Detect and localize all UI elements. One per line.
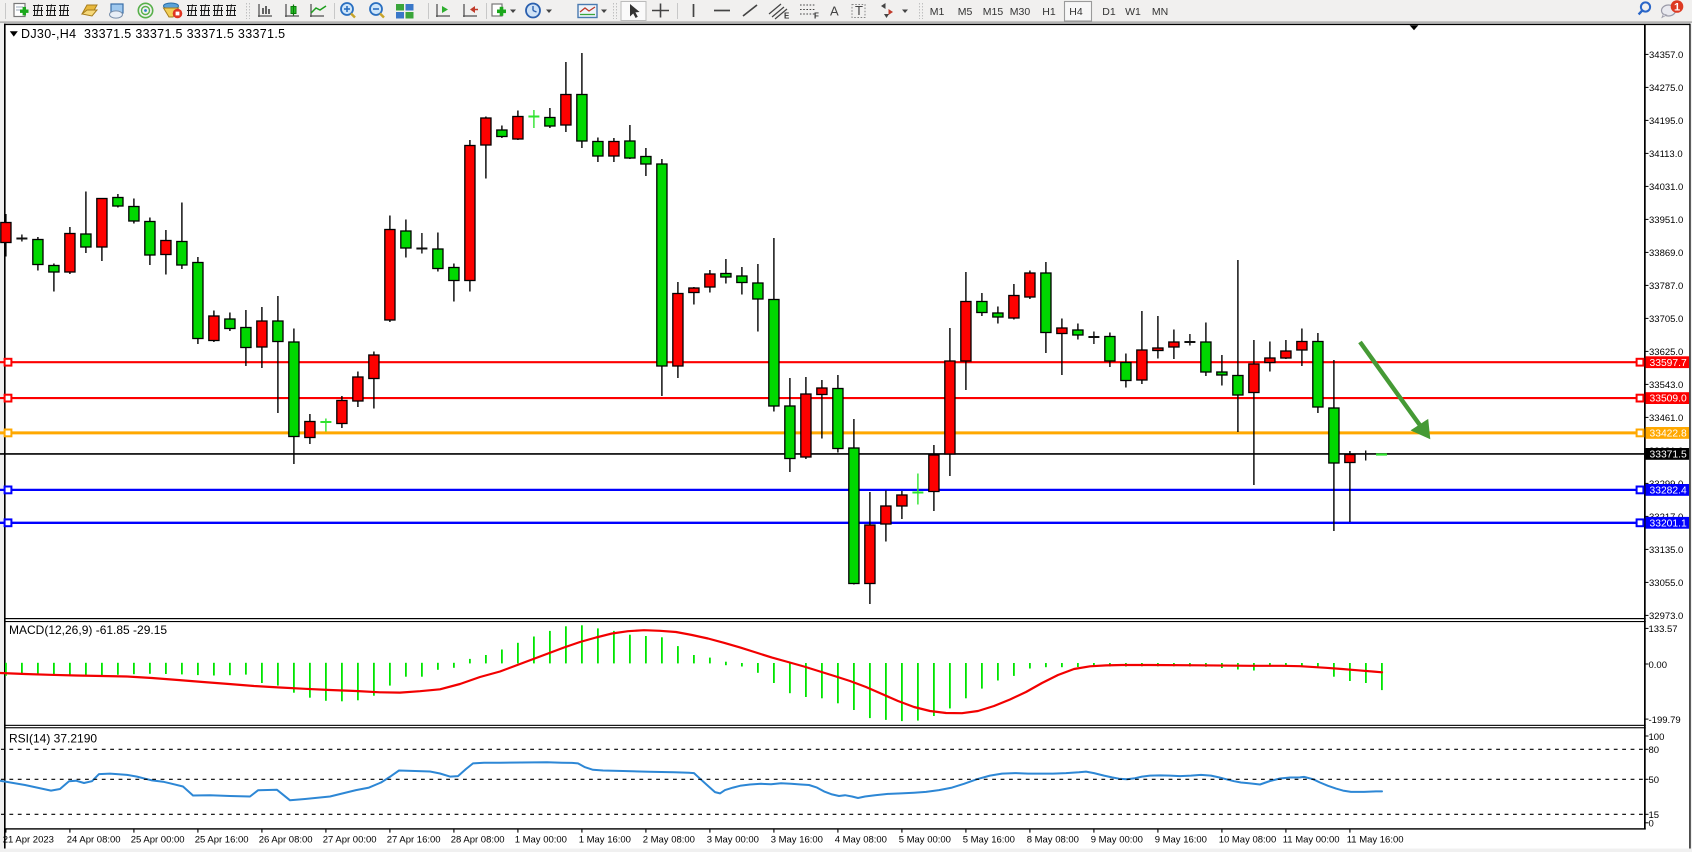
svg-text:DJ30-,H4 33371.5 33371.5 3337: DJ30-,H4 33371.5 33371.5 33371.5 33371.5 xyxy=(21,27,285,41)
svg-text:T: T xyxy=(855,3,863,18)
svg-text:5 May 00:00: 5 May 00:00 xyxy=(899,834,951,845)
svg-text:15: 15 xyxy=(1649,810,1660,821)
svg-text:26 Apr 08:00: 26 Apr 08:00 xyxy=(259,834,313,845)
svg-text:F: F xyxy=(814,12,819,21)
svg-text:33055.0: 33055.0 xyxy=(1649,578,1683,589)
svg-text:133.57: 133.57 xyxy=(1649,624,1678,635)
svg-text:33461.0: 33461.0 xyxy=(1649,413,1683,424)
svg-text:34275.0: 34275.0 xyxy=(1649,83,1683,94)
svg-text:5 May 16:00: 5 May 16:00 xyxy=(963,834,1015,845)
svg-text:25 Apr 00:00: 25 Apr 00:00 xyxy=(131,834,185,845)
svg-text:33787.0: 33787.0 xyxy=(1649,281,1683,292)
svg-text:10 May 08:00: 10 May 08:00 xyxy=(1219,834,1277,845)
svg-text:33509.0: 33509.0 xyxy=(1650,394,1687,405)
svg-text:0.00: 0.00 xyxy=(1649,660,1668,671)
svg-text:3 May 16:00: 3 May 16:00 xyxy=(771,834,823,845)
svg-text:33705.0: 33705.0 xyxy=(1649,314,1683,325)
svg-text:H4: H4 xyxy=(1069,6,1083,18)
svg-text:34031.0: 34031.0 xyxy=(1649,182,1683,193)
svg-text:1 May 00:00: 1 May 00:00 xyxy=(515,834,567,845)
svg-text:34113.0: 34113.0 xyxy=(1649,149,1683,160)
svg-text:33422.8: 33422.8 xyxy=(1650,429,1687,440)
svg-text:M15: M15 xyxy=(983,6,1004,18)
svg-text:9 May 16:00: 9 May 16:00 xyxy=(1155,834,1207,845)
svg-text:2 May 08:00: 2 May 08:00 xyxy=(643,834,695,845)
svg-text:34195.0: 34195.0 xyxy=(1649,116,1683,127)
svg-text:W1: W1 xyxy=(1125,6,1141,18)
svg-text:24 Apr 08:00: 24 Apr 08:00 xyxy=(67,834,121,845)
svg-text:25 Apr 16:00: 25 Apr 16:00 xyxy=(195,834,249,845)
svg-text:21 Apr 2023: 21 Apr 2023 xyxy=(3,834,54,845)
svg-text:4 May 08:00: 4 May 08:00 xyxy=(835,834,887,845)
svg-text:E: E xyxy=(784,12,790,21)
svg-text:32973.0: 32973.0 xyxy=(1649,611,1683,622)
svg-text:9 May 00:00: 9 May 00:00 xyxy=(1091,834,1143,845)
svg-text:27 Apr 00:00: 27 Apr 00:00 xyxy=(323,834,377,845)
svg-text:M5: M5 xyxy=(958,6,973,18)
svg-text:11 May 00:00: 11 May 00:00 xyxy=(1283,834,1340,845)
svg-text:33282.4: 33282.4 xyxy=(1650,486,1687,497)
svg-text:33869.0: 33869.0 xyxy=(1649,248,1683,259)
svg-text:A: A xyxy=(830,4,839,19)
svg-text:-199.79: -199.79 xyxy=(1649,715,1681,726)
svg-text:1: 1 xyxy=(1674,2,1680,14)
svg-text:M30: M30 xyxy=(1010,6,1031,18)
svg-text:H1: H1 xyxy=(1042,6,1056,18)
svg-text:11 May 16:00: 11 May 16:00 xyxy=(1347,834,1404,845)
svg-text:34357.0: 34357.0 xyxy=(1649,50,1683,61)
svg-text:27 Apr 16:00: 27 Apr 16:00 xyxy=(387,834,441,845)
svg-text:D1: D1 xyxy=(1102,6,1116,18)
svg-text:80: 80 xyxy=(1649,745,1660,756)
svg-text:100: 100 xyxy=(1649,732,1665,743)
svg-text:33371.5: 33371.5 xyxy=(1650,450,1687,461)
svg-text:33625.0: 33625.0 xyxy=(1649,347,1683,358)
svg-text:M1: M1 xyxy=(930,6,945,18)
svg-text:8 May 08:00: 8 May 08:00 xyxy=(1027,834,1079,845)
svg-text:33597.7: 33597.7 xyxy=(1650,358,1687,369)
svg-text:1 May 16:00: 1 May 16:00 xyxy=(579,834,631,845)
svg-text:33201.1: 33201.1 xyxy=(1650,518,1687,529)
svg-text:MN: MN xyxy=(1152,6,1168,18)
svg-text:50: 50 xyxy=(1649,775,1660,786)
svg-text:28 Apr 08:00: 28 Apr 08:00 xyxy=(451,834,505,845)
svg-text:0: 0 xyxy=(1649,819,1654,830)
svg-text:33543.0: 33543.0 xyxy=(1649,380,1683,391)
svg-text:MACD(12,26,9) -61.85 -29.15: MACD(12,26,9) -61.85 -29.15 xyxy=(9,623,167,637)
svg-text:RSI(14) 37.2190: RSI(14) 37.2190 xyxy=(9,732,97,746)
svg-text:3 May 00:00: 3 May 00:00 xyxy=(707,834,759,845)
svg-text:33951.0: 33951.0 xyxy=(1649,215,1683,226)
svg-text:33135.0: 33135.0 xyxy=(1649,545,1683,556)
